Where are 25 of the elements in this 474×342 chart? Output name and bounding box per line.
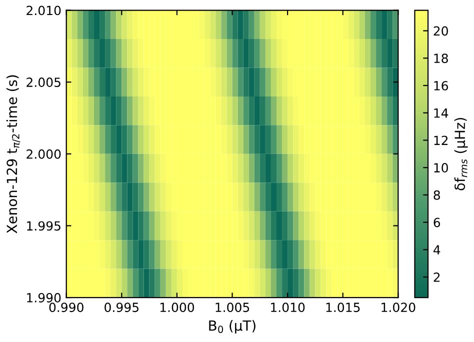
color-bar-label: 12: [434, 136, 448, 145]
x-tick-label: 0.990: [49, 302, 84, 312]
y-axis-title: Xenon-129 t$_{π/2}$-time (s): [6, 75, 20, 234]
y-tick-label: 1.995: [27, 221, 60, 231]
x-tick-label: 0.995: [104, 302, 138, 312]
color-bar-label: 20: [434, 26, 448, 36]
y-tick-label: 2.000: [26, 149, 61, 159]
color-bar-title: δf$_{rms}$ (μHz): [454, 118, 468, 190]
x-tick-label: 1.000: [160, 302, 194, 312]
y-tick-label: 2.010: [26, 6, 61, 16]
color-bar-label: 16: [434, 80, 448, 90]
y-tick-label: 2.005: [26, 78, 60, 88]
color-bar-label: 14: [434, 108, 448, 118]
color-bar-label: 10: [434, 163, 448, 173]
x-tick-label: 1.015: [326, 302, 360, 312]
color-bar-label: 8: [434, 190, 440, 200]
x-tick-label: 1.010: [271, 302, 305, 312]
x-axis-title: B$_{0}$ (μT): [209, 320, 256, 334]
color-bar-label: 6: [434, 218, 440, 228]
x-tick-label: 1.005: [216, 302, 250, 312]
color-bar-label: 2: [434, 272, 440, 282]
color-bar-label: 4: [433, 245, 440, 254]
x-tick-label: 1.020: [382, 302, 416, 312]
color-bar-label: 18: [434, 54, 448, 64]
y-tick-label: 1.990: [27, 293, 61, 302]
